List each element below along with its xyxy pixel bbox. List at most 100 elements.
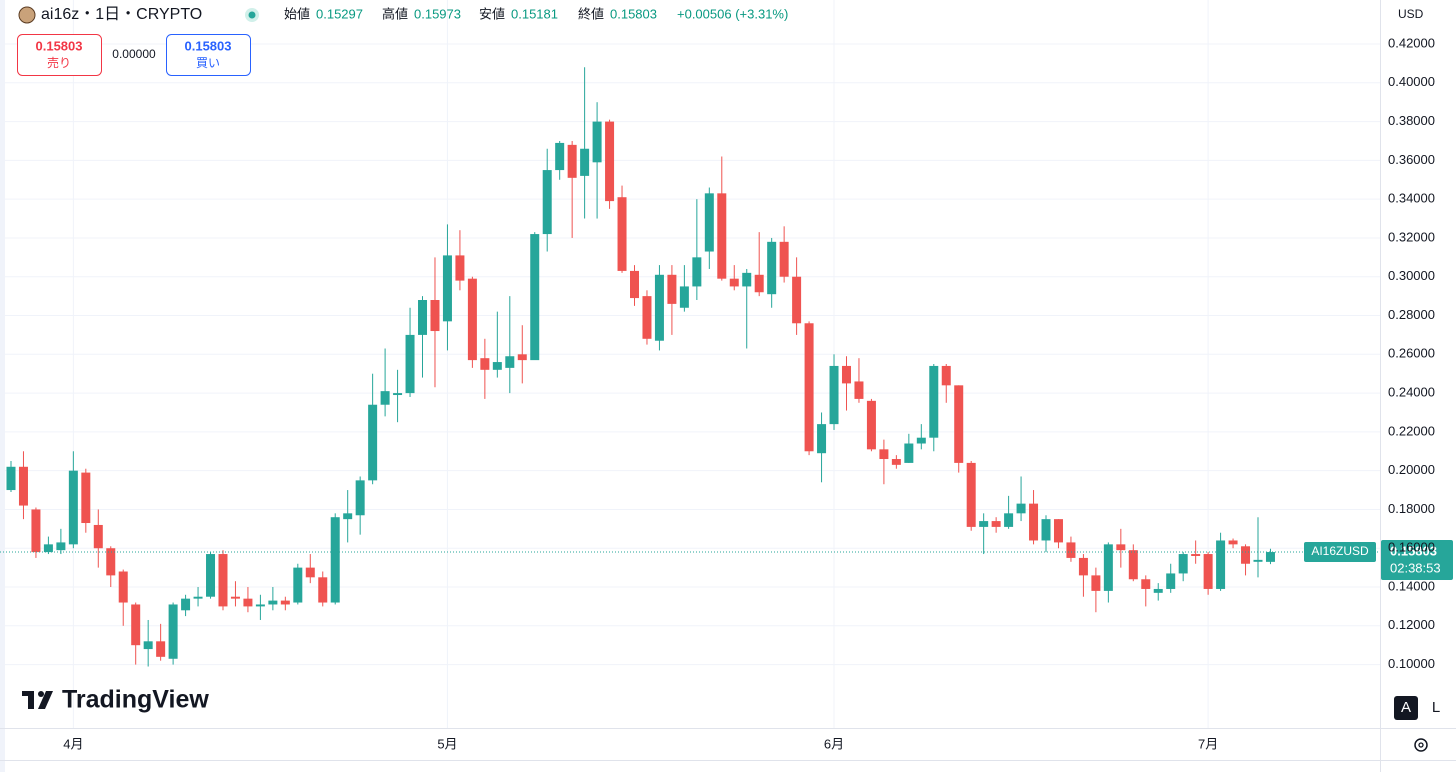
candle-body xyxy=(68,470,78,545)
x-tick-label: 5月 xyxy=(437,736,457,751)
close-label: 終値 xyxy=(578,6,604,21)
candle-body xyxy=(866,400,876,450)
candle-body xyxy=(442,255,452,322)
y-tick-label: 0.28000 xyxy=(1388,307,1435,322)
y-tick-label: 0.10000 xyxy=(1388,656,1435,671)
price-tag xyxy=(1381,540,1453,581)
candle-body xyxy=(717,193,727,279)
log-label[interactable]: L xyxy=(1432,699,1440,716)
candle-body xyxy=(979,521,989,527)
candle-body xyxy=(106,548,116,576)
candle-body xyxy=(43,544,53,553)
candle-body xyxy=(704,193,714,252)
sell-price[interactable]: 0.15803 xyxy=(36,38,83,53)
high-label: 高値 xyxy=(382,6,408,21)
candle-body xyxy=(218,554,228,607)
candle-body xyxy=(343,513,353,520)
candle-body xyxy=(929,365,939,438)
candle-body xyxy=(567,144,577,178)
candle-body xyxy=(230,596,240,599)
sell-label[interactable]: 売り xyxy=(47,55,71,70)
close-value: 0.15803 xyxy=(610,6,657,21)
candle-body xyxy=(118,571,128,603)
symbol-tag-label: AI16ZUSD xyxy=(1311,544,1369,558)
candle-body xyxy=(729,278,739,287)
y-tick-label: 0.26000 xyxy=(1388,346,1435,361)
candle-body xyxy=(268,600,278,605)
y-tick-label: 0.32000 xyxy=(1388,229,1435,244)
candle-body xyxy=(1228,540,1238,545)
low-value: 0.15181 xyxy=(511,6,558,21)
buy-button[interactable]: 0.15803 買い xyxy=(166,34,251,76)
candle-body xyxy=(255,604,265,607)
candle-body xyxy=(156,641,166,657)
candle-body xyxy=(817,424,827,454)
spread: 0.00000 xyxy=(112,47,156,61)
candle-body xyxy=(1016,503,1026,514)
logo-mark xyxy=(22,691,53,709)
candle-body xyxy=(654,274,664,341)
high-value: 0.15973 xyxy=(414,6,461,21)
change: +0.00506 (+3.31%) xyxy=(677,6,788,21)
candle-body xyxy=(954,385,964,463)
candle-body xyxy=(966,462,976,527)
candle-body xyxy=(667,274,677,304)
x-tick-label: 7月 xyxy=(1198,736,1218,751)
y-tick-label: 0.40000 xyxy=(1388,74,1435,89)
settings-icon-core[interactable] xyxy=(1418,742,1424,748)
candle-body xyxy=(467,278,477,361)
x-tick-label: 4月 xyxy=(63,736,83,751)
y-tick-label: 0.14000 xyxy=(1388,578,1435,593)
buy-box[interactable] xyxy=(166,34,251,76)
candle-body xyxy=(492,362,502,370)
candle-body xyxy=(991,521,1001,527)
candle-body xyxy=(181,598,191,611)
price-tag-countdown: 02:38:53 xyxy=(1390,560,1441,575)
buy-price[interactable]: 0.15803 xyxy=(185,38,232,53)
candle-body xyxy=(1178,554,1188,574)
candle-body xyxy=(305,567,315,578)
candle-body xyxy=(1153,588,1163,593)
sell-button[interactable]: 0.15803 売り xyxy=(17,34,102,76)
settings-icon[interactable] xyxy=(1414,738,1428,752)
currency[interactable]: USD xyxy=(1398,7,1424,21)
price-tag-value: 0.15803 xyxy=(1390,543,1437,558)
candle-body xyxy=(206,554,216,597)
y-tick-label: 0.20000 xyxy=(1388,462,1435,477)
candle-body xyxy=(293,567,303,603)
candle-body xyxy=(1241,546,1251,564)
candle-body xyxy=(592,121,602,163)
symbol-tag xyxy=(1304,542,1376,563)
sell-box[interactable] xyxy=(17,34,102,76)
status-dot xyxy=(248,11,256,19)
candle-body xyxy=(1216,540,1226,589)
candle-body xyxy=(480,358,490,370)
x-tick-label: 6月 xyxy=(824,736,844,751)
candle-body xyxy=(31,509,41,553)
candle-body xyxy=(1066,542,1076,558)
open-label: 始値 xyxy=(284,6,310,21)
candle-body xyxy=(81,472,91,524)
symbol-icon xyxy=(18,6,36,24)
candle-body xyxy=(767,241,777,295)
candle-body xyxy=(168,604,178,659)
buy-label[interactable]: 買い xyxy=(196,56,220,70)
candle-body xyxy=(891,459,901,465)
logo-shape xyxy=(38,691,53,709)
candle-body xyxy=(1191,554,1201,556)
candle-body xyxy=(1004,513,1014,527)
logo-shape xyxy=(38,691,44,697)
auto-button[interactable] xyxy=(1394,696,1418,720)
symbol: ai16z・1日・CRYPTO xyxy=(41,6,202,23)
candle-body xyxy=(280,600,290,605)
auto-label[interactable]: A xyxy=(1401,699,1411,716)
candle-body xyxy=(1253,559,1263,562)
y-tick-label: 0.30000 xyxy=(1388,268,1435,283)
candle-body xyxy=(405,334,415,394)
y-tick-label: 0.12000 xyxy=(1388,617,1435,632)
candle-body xyxy=(1053,519,1063,543)
candle-body xyxy=(430,300,440,332)
y-tick-label: 0.38000 xyxy=(1388,113,1435,128)
candle-body xyxy=(916,437,926,444)
